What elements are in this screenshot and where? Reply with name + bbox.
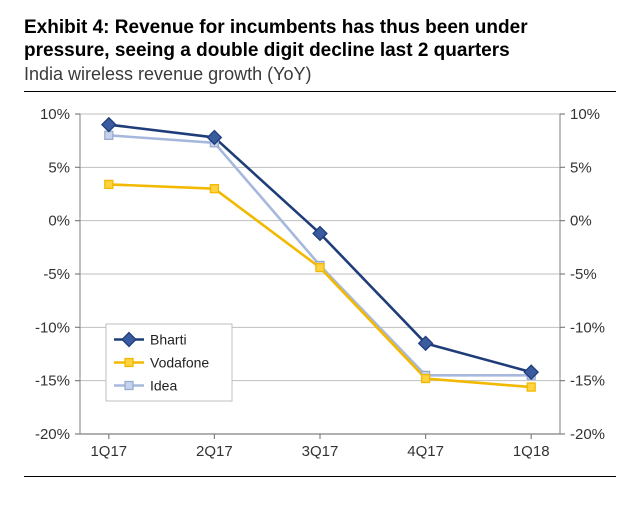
x-tick-label: 1Q17 [90,443,127,460]
line-chart: 10% 10% 5% 5% 0% 0% -5% -5% -10% -10% -15% -15% -20%… [24,96,616,476]
chart-header: Exhibit 4: Revenue for incumbents has th… [24,16,616,85]
y-tick-right: 10% [570,106,600,123]
x-tick-label: 4Q17 [407,443,444,460]
y-tick-right: -15% [570,373,605,390]
marker-square [316,264,324,272]
exhibit-title: Exhibit 4: Revenue for incumbents has th… [24,16,616,62]
top-rule [24,91,616,92]
x-tick-label: 2Q17 [196,443,233,460]
marker-square [125,382,133,390]
marker-square [105,132,113,140]
y-tick-left: -10% [35,320,70,337]
x-tick-label: 3Q17 [302,443,339,460]
y-tick-left: 5% [48,160,70,177]
chart-svg: 10% 10% 5% 5% 0% 0% -5% -5% -10% -10% -15% -15% -20%… [24,96,616,476]
y-tick-left: -5% [43,266,70,283]
marker-square [125,359,133,367]
y-tick-left: 0% [48,213,70,230]
legend-label: Bharti [150,332,187,348]
y-tick-right: 0% [570,213,592,230]
y-tick-left: -15% [35,373,70,390]
bottom-rule [24,476,616,477]
marker-square [422,375,430,383]
x-tick-label: 1Q18 [513,443,550,460]
marker-diamond [102,118,116,132]
y-tick-right: -20% [570,426,605,443]
marker-square [210,185,218,193]
y-tick-right: 5% [570,160,592,177]
exhibit-subtitle: India wireless revenue growth (YoY) [24,64,616,85]
legend-label: Idea [150,378,177,394]
marker-diamond [524,366,538,380]
marker-square [105,181,113,189]
y-tick-right: -5% [570,266,597,283]
legend-label: Vodafone [150,355,209,371]
y-tick-right: -10% [570,320,605,337]
y-tick-left: 10% [40,106,70,123]
y-tick-left: -20% [35,426,70,443]
marker-square [527,383,535,391]
